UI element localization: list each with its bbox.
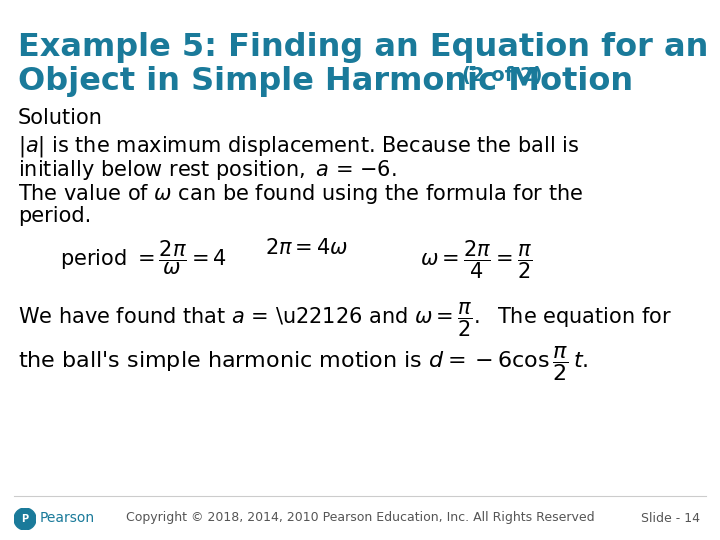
Text: The value of $\omega$ can be found using the formula for the: The value of $\omega$ can be found using… <box>18 182 583 206</box>
Text: $2\pi = 4\omega$: $2\pi = 4\omega$ <box>265 238 348 258</box>
Text: Solution: Solution <box>18 108 103 128</box>
Text: Object in Simple Harmonic Motion: Object in Simple Harmonic Motion <box>18 66 633 97</box>
Text: Slide - 14: Slide - 14 <box>641 511 700 524</box>
Text: the ball's simple harmonic motion is $d = -6\cos\dfrac{\pi}{2}\,t.$: the ball's simple harmonic motion is $d … <box>18 344 588 383</box>
Text: (2 of 2): (2 of 2) <box>462 66 542 85</box>
Text: $\omega = \dfrac{2\pi}{4} = \dfrac{\pi}{2}$: $\omega = \dfrac{2\pi}{4} = \dfrac{\pi}{… <box>420 238 533 280</box>
Text: Copyright © 2018, 2014, 2010 Pearson Education, Inc. All Rights Reserved: Copyright © 2018, 2014, 2010 Pearson Edu… <box>126 511 594 524</box>
Text: We have found that $a$ = \u22126 and $\omega = \dfrac{\pi}{2}.$  The equation fo: We have found that $a$ = \u22126 and $\o… <box>18 300 672 339</box>
Circle shape <box>14 508 36 530</box>
Text: $|a|$ is the maximum displacement. Because the ball is: $|a|$ is the maximum displacement. Becau… <box>18 134 580 159</box>
Text: period.: period. <box>18 206 91 226</box>
Text: Example 5: Finding an Equation for an: Example 5: Finding an Equation for an <box>18 32 708 63</box>
Text: P: P <box>22 514 29 524</box>
Text: initially below rest position,  $a$ = −6.: initially below rest position, $a$ = −6. <box>18 158 397 182</box>
Text: Pearson: Pearson <box>40 511 95 525</box>
Text: period $= \dfrac{2\pi}{\omega} = 4$: period $= \dfrac{2\pi}{\omega} = 4$ <box>60 238 227 276</box>
